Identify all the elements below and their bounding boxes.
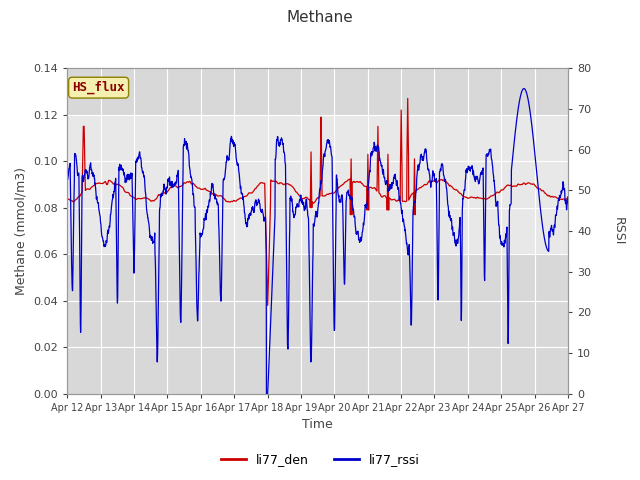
Text: HS_flux: HS_flux: [72, 81, 125, 94]
Text: Methane: Methane: [287, 10, 353, 24]
Legend: li77_den, li77_rssi: li77_den, li77_rssi: [216, 448, 424, 471]
Bar: [67, 115, 568, 254]
Y-axis label: RSSI: RSSI: [612, 217, 625, 245]
X-axis label: Time: Time: [302, 419, 333, 432]
Y-axis label: Methane (mmol/m3): Methane (mmol/m3): [15, 167, 28, 295]
